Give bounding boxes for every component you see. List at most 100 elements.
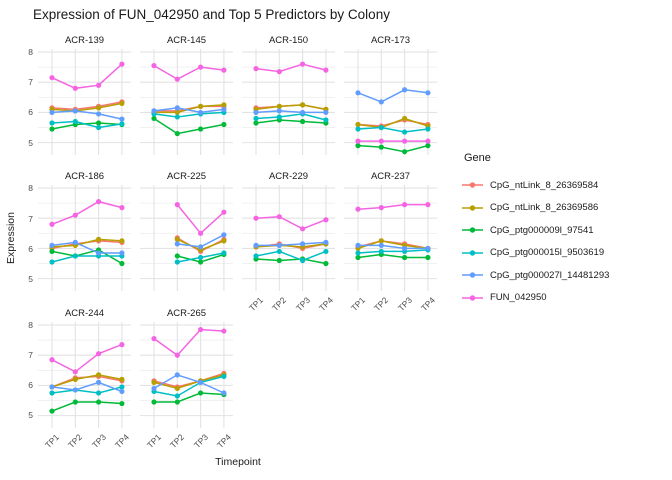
x-tick-label: TP3: [293, 295, 312, 314]
data-point-CpG_ptg000027l_14481293: [300, 109, 306, 116]
facet-plot-panel: [38, 49, 131, 155]
data-point-CpG_ptg000009l_97541: [253, 120, 259, 126]
data-point-CpG_ntLink_8_26369586: [174, 385, 180, 391]
series-line-CpG_ptg000009l_97541: [153, 117, 225, 135]
data-point-FUN_042950: [378, 205, 384, 211]
y-tick-label: 7: [28, 349, 33, 360]
series-line-CpG_ptg000015l_9503619: [51, 255, 122, 264]
facet-ACR-237: ACR-237 TP1 TP2 TP3 TP4: [344, 171, 437, 313]
data-point-FUN_042950: [96, 199, 102, 205]
data-point-FUN_042950: [402, 138, 408, 144]
series-line-FUN_042950: [51, 201, 123, 226]
series-line-CpG_ptg000027l_14481293: [51, 241, 122, 255]
legend-dot: [469, 250, 476, 256]
series-line-CpG_ptg000009l_97541: [255, 258, 327, 265]
series-line-FUN_042950: [153, 328, 224, 356]
x-tick-label: TP4: [112, 431, 131, 450]
data-point-FUN_042950: [96, 82, 102, 88]
data-point-CpG_ptg000015l_9503619: [96, 124, 102, 131]
data-point-CpG_ptg000027l_14481293: [221, 232, 227, 238]
data-point-FUN_042950: [96, 350, 102, 356]
data-point-CpG_ptg000027l_14481293: [425, 90, 431, 96]
x-tick-label: TP2: [270, 295, 289, 314]
data-point-FUN_042950: [174, 76, 180, 82]
data-point-FUN_042950: [49, 356, 55, 362]
y-tick-label: 5: [28, 137, 33, 148]
y-tick-label: 6: [28, 243, 33, 254]
data-point-CpG_ptg000009l_97541: [151, 115, 157, 122]
facet-strip-label: ACR-265: [166, 307, 207, 319]
data-point-CpG_ptg000027l_14481293: [323, 240, 329, 246]
data-point-CpG_ptg000009l_97541: [119, 400, 125, 406]
data-point-FUN_042950: [198, 231, 204, 237]
data-point-CpG_ptg000027l_14481293: [96, 111, 102, 117]
data-point-CpG_ptg000015l_9503619: [323, 249, 329, 255]
data-point-CpG_ptg000009l_97541: [198, 126, 204, 132]
series-line-CpG_ptg000015l_9503619: [153, 111, 224, 118]
x-tick-label: TP3: [191, 431, 210, 450]
facet-strip-label: ACR-173: [370, 35, 411, 46]
y-tick-label: 5: [28, 410, 33, 421]
data-point-CpG_ptg000027l_14481293: [300, 241, 306, 247]
data-point-CpG_ptg000027l_14481293: [276, 243, 282, 249]
x-tick-label: TP1: [144, 431, 164, 450]
data-point-CpG_ptg000027l_14481293: [355, 243, 361, 249]
series-line-CpG_ptg000009l_97541: [357, 254, 428, 259]
series-line-CpG_ptg000027l_14481293: [51, 110, 123, 120]
data-point-FUN_042950: [253, 66, 259, 72]
data-point-CpG_ptg000027l_14481293: [198, 109, 204, 116]
data-point-CpG_ptg000015l_9503619: [174, 114, 180, 120]
data-point-FUN_042950: [221, 67, 227, 73]
data-point-CpG_ptg000027l_14481293: [119, 388, 125, 394]
facet-ACR-229: ACR-229 TP1 TP2 TP3 TP4: [242, 171, 335, 313]
data-point-CpG_ptg000009l_97541: [96, 120, 102, 126]
data-point-CpG_ntLink_8_26369586: [151, 379, 157, 385]
legend-key-icon: [462, 272, 483, 278]
facet-strip-label: ACR-225: [166, 171, 207, 183]
data-point-FUN_042950: [253, 215, 259, 222]
data-point-CpG_ptg000027l_14481293: [49, 243, 55, 249]
data-point-FUN_042950: [151, 335, 157, 341]
data-point-CpG_ntLink_8_26369586: [119, 100, 125, 106]
series-line-CpG_ptg000009l_97541: [255, 119, 326, 124]
legend-entry-label: CpG_ptg000027l_14481293: [490, 269, 610, 281]
series-line-CpG_ptg000027l_14481293: [51, 381, 123, 392]
data-point-CpG_ptg000027l_14481293: [378, 99, 384, 105]
data-point-CpG_ptg000027l_14481293: [402, 87, 408, 93]
facet-strip-label: ACR-244: [64, 307, 105, 319]
x-tick-label: TP1: [42, 431, 62, 450]
data-point-FUN_042950: [276, 214, 282, 220]
x-tick-label: TP3: [395, 295, 414, 314]
series-line-CpG_ptg000027l_14481293: [255, 110, 326, 114]
data-point-FUN_042950: [221, 328, 227, 334]
y-tick-label: 7: [28, 77, 33, 88]
x-tick-label: TP2: [168, 431, 187, 450]
data-point-CpG_ptg000027l_14481293: [151, 385, 157, 391]
data-point-CpG_ptg000027l_14481293: [151, 108, 157, 114]
series-line-CpG_ptg000015l_9503619: [255, 250, 327, 262]
facet-ACR-265: ACR-265 TP1 TP2 TP3 TP4: [140, 308, 233, 450]
data-point-CpG_ptg000015l_9503619: [49, 259, 55, 265]
data-point-CpG_ntLink_8_26369586: [174, 237, 180, 243]
facet-strip-label: ACR-237: [370, 171, 411, 183]
data-point-CpG_ptg000027l_14481293: [96, 379, 102, 385]
data-point-FUN_042950: [221, 209, 227, 216]
facet-plot-panel: [242, 49, 335, 155]
legend-entry-label: FUN_042950: [490, 292, 547, 304]
data-point-CpG_ptg000027l_14481293: [253, 109, 259, 116]
data-point-FUN_042950: [198, 326, 204, 332]
data-point-CpG_ptg000027l_14481293: [355, 90, 361, 96]
facet-ACR-244: ACR-244 8 7 6 5 TP1 TP2 TP3 TP4: [28, 308, 131, 450]
data-point-CpG_ptg000027l_14481293: [425, 246, 431, 252]
data-point-CpG_ptg000027l_14481293: [72, 108, 78, 114]
legend-key-icon: [462, 205, 483, 211]
x-tick-label: TP4: [418, 295, 437, 314]
facet-ACR-225: ACR-225: [140, 171, 233, 292]
series-line-CpG_ptg000015l_9503619: [51, 120, 123, 129]
data-point-CpG_ptg000015l_9503619: [425, 126, 431, 132]
data-point-CpG_ptg000015l_9503619: [72, 118, 78, 125]
facet-strip-label: ACR-150: [268, 35, 309, 46]
legend-dot: [469, 205, 476, 211]
data-point-FUN_042950: [378, 138, 384, 144]
series-line-CpG_ptg000015l_9503619: [357, 126, 428, 133]
